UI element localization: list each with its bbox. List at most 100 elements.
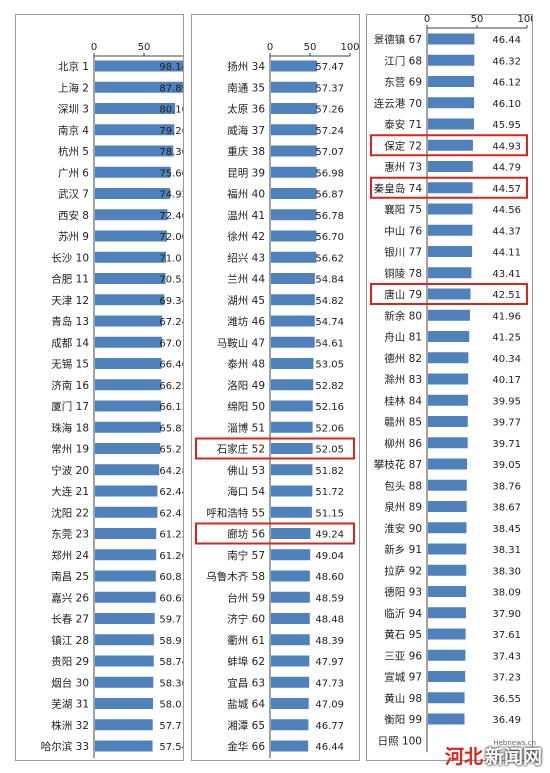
category-label: 宁波 20 [51, 464, 89, 477]
bar [95, 145, 174, 157]
category-label: 潍坊 46 [227, 315, 265, 328]
bar [428, 54, 475, 66]
bar [271, 358, 314, 369]
bar [428, 522, 467, 534]
category-label: 武汉 7 [58, 188, 89, 201]
category-label: 烟台 30 [51, 676, 89, 689]
category-label: 镇江 28 [51, 634, 89, 647]
value-label: 36.49 [492, 715, 521, 726]
bar [95, 251, 167, 263]
category-label: 保定 72 [384, 139, 422, 152]
value-label: 37.90 [492, 609, 521, 620]
x-tick-label: 50 [471, 15, 484, 25]
value-label: 54.74 [315, 317, 344, 328]
category-label: 泰安 71 [384, 118, 422, 131]
value-label: 70.52 [159, 275, 183, 286]
category-label: 淄博 51 [227, 421, 265, 434]
value-label: 52.16 [315, 402, 344, 413]
category-label: 合肥 11 [51, 273, 89, 286]
category-label: 湖州 45 [227, 295, 265, 307]
category-label: 大连 21 [51, 485, 89, 498]
category-label: 扬州 34 [227, 60, 265, 73]
category-label: 马鞍山 47 [217, 336, 265, 349]
bar [271, 294, 315, 306]
value-label: 57.24 [315, 126, 344, 137]
bar [271, 315, 315, 327]
value-label: 52.82 [315, 381, 344, 392]
value-label: 46.32 [492, 56, 521, 67]
bar [428, 139, 473, 151]
category-label: 贵阳 29 [51, 655, 89, 668]
category-label: 成都 14 [51, 337, 89, 349]
bar [95, 676, 154, 688]
bar [428, 352, 469, 364]
value-label: 48.59 [315, 593, 344, 604]
bar [95, 400, 162, 412]
category-label: 淮安 90 [384, 522, 422, 535]
category-label: 徐州 42 [227, 230, 265, 243]
value-label: 47.73 [315, 678, 344, 689]
category-label: 黄石 95 [384, 628, 422, 641]
category-label: 衡阳 99 [384, 714, 422, 726]
category-label: 长沙 10 [51, 252, 89, 264]
value-label: 51.15 [315, 508, 344, 519]
value-label: 62.43 [159, 508, 183, 519]
bar-chart-3: 0 50 100 景德镇 67 46.44 江门 68 46.32 东营 69 46.12 连云港… [370, 15, 532, 753]
bar [271, 400, 313, 412]
bar [271, 421, 313, 433]
category-label: 苏州 9 [58, 230, 89, 243]
category-label: 南昌 25 [51, 570, 89, 583]
category-label: 襄阳 75 [384, 203, 422, 216]
value-label: 48.60 [315, 572, 344, 583]
category-label: 洛阳 49 [227, 379, 265, 392]
bar [95, 81, 183, 93]
value-label: 36.55 [492, 694, 521, 705]
bar [95, 60, 183, 72]
category-label: 沈阳 22 [51, 506, 89, 519]
watermark-url: Hebnews.cn [493, 739, 536, 747]
value-label: 37.23 [492, 673, 521, 684]
bar [95, 740, 153, 752]
bar [271, 251, 317, 263]
value-label: 66.13 [159, 402, 183, 413]
bar [271, 188, 317, 199]
bar [271, 103, 317, 114]
category-label: 柳州 86 [384, 437, 422, 450]
bar [271, 230, 317, 242]
value-label: 41.96 [492, 311, 521, 322]
value-label: 65.21 [159, 445, 183, 456]
category-label: 连云港 70 [374, 97, 422, 110]
value-label: 51.72 [315, 487, 344, 498]
category-label: 临沂 94 [384, 607, 422, 620]
category-label: 南宁 57 [227, 549, 265, 562]
category-label: 湘潭 65 [227, 719, 265, 732]
value-label: 67.24 [159, 317, 183, 328]
bar [271, 549, 311, 561]
bar [95, 528, 157, 539]
x-tick-label: 0 [91, 42, 97, 53]
bar [428, 458, 468, 470]
bar-chart-2: 0 50 100 扬州 34 57.47 南通 35 57.37 太原 36 57.26 威海 3… [195, 42, 359, 758]
category-label: 常州 19 [51, 443, 89, 456]
value-label: 56.87 [315, 190, 344, 201]
category-label: 拉萨 92 [384, 564, 422, 577]
value-label: 71.07 [159, 253, 183, 264]
value-label: 61.20 [159, 551, 183, 562]
category-label: 兰州 44 [227, 273, 265, 286]
value-label: 62.44 [159, 487, 183, 498]
value-label: 58.03 [159, 700, 183, 711]
bar [428, 97, 475, 109]
bar [428, 628, 466, 640]
category-label: 株洲 32 [51, 719, 89, 732]
bar [428, 182, 473, 194]
value-label: 39.05 [492, 460, 521, 471]
category-label: 江门 68 [384, 54, 422, 67]
category-label: 铜陵 78 [384, 268, 422, 280]
category-label: 济宁 60 [227, 613, 265, 626]
value-label: 56.70 [315, 232, 344, 243]
bar [95, 294, 165, 306]
value-label: 44.93 [492, 141, 521, 152]
category-label: 秦皇岛 74 [374, 182, 423, 195]
category-label: 西安 8 [58, 209, 89, 222]
bar [95, 315, 163, 327]
